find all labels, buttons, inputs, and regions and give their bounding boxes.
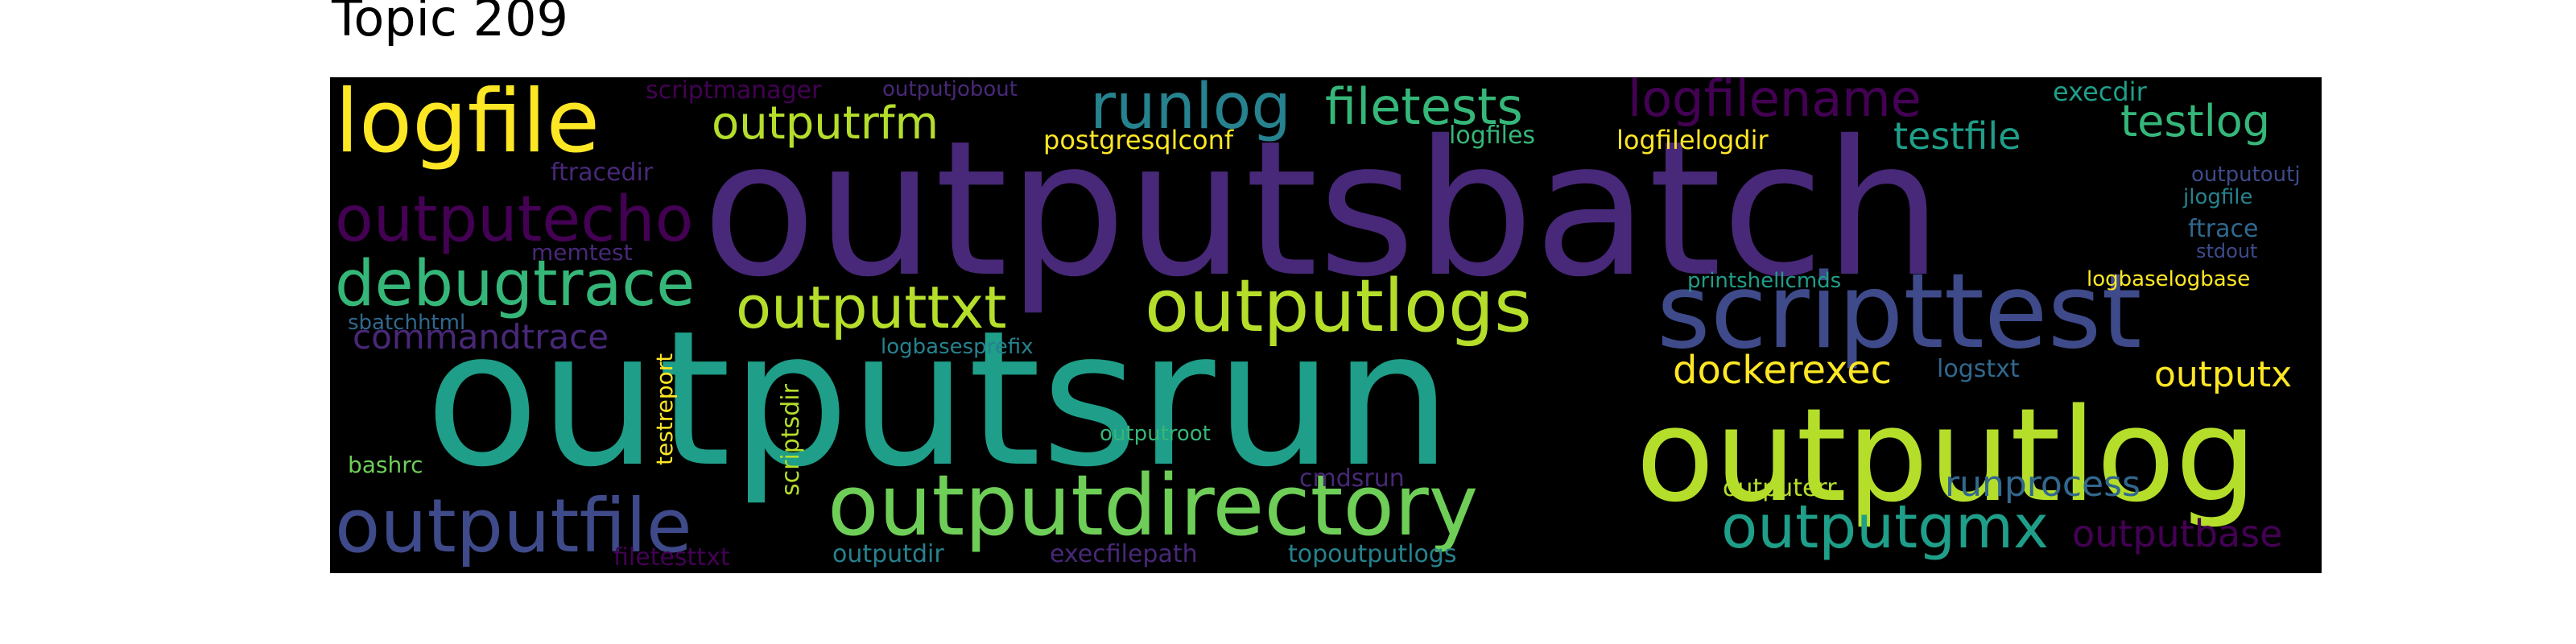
word-dockerexec: dockerexec	[1673, 348, 1893, 393]
word-sbatchhtml: sbatchhtml	[348, 311, 466, 335]
word-outputbase: outputbase	[2072, 512, 2283, 555]
word-logstxt: logstxt	[1937, 355, 2020, 383]
word-outputjobout: outputjobout	[882, 77, 1018, 101]
word-execdir: execdir	[2053, 77, 2147, 107]
word-topoutputlogs: topoutputlogs	[1288, 540, 1457, 568]
word-logfilelogdir: logfilelogdir	[1616, 125, 1769, 155]
word-logbaselogbase: logbaselogbase	[2087, 267, 2251, 291]
word-cloud: outputsbatch outputsrun outputlog script…	[330, 77, 2322, 573]
word-commandtrace: commandtrace	[353, 317, 609, 357]
word-scripttest: scripttest	[1657, 252, 2142, 372]
page-title: Topic 209	[332, 0, 568, 47]
word-outputx: outputx	[2154, 354, 2293, 395]
word-scriptmanager: scriptmanager	[646, 77, 822, 105]
word-outputlog: outputlog	[1636, 380, 2257, 530]
word-outputlogs: outputlogs	[1145, 264, 1532, 349]
word-outputgmx: outputgmx	[1721, 493, 2049, 562]
word-stdout: stdout	[2196, 240, 2258, 262]
word-outputfile: outputfile	[335, 483, 692, 569]
word-outputoutj: outputoutj	[2191, 163, 2301, 187]
word-cmdsrun: cmdsrun	[1299, 464, 1405, 493]
word-printshellcmds: printshellcmds	[1687, 269, 1842, 293]
word-outputsrun: outputsrun	[425, 291, 1452, 508]
word-scriptsdir: scriptsdir	[777, 384, 805, 496]
word-outputsbatch: outputsbatch	[702, 101, 1943, 318]
word-logbasesprefix: logbasesprefix	[881, 335, 1034, 359]
word-outputdirectory: outputdirectory	[828, 456, 1479, 555]
word-outputtxt: outputtxt	[736, 274, 1007, 341]
word-postgresqlconf: postgresqlconf	[1043, 125, 1234, 155]
word-ftracedir: ftracedir	[551, 159, 654, 187]
word-outputrfm: outputrfm	[712, 97, 939, 150]
word-execfilepath: execfilepath	[1050, 540, 1198, 568]
word-jlogfile: jlogfile	[2183, 185, 2253, 209]
word-ftrace: ftrace	[2188, 215, 2259, 243]
word-testreport: testreport	[651, 353, 678, 465]
word-filetesttxt: filetesttxt	[613, 543, 730, 572]
word-runlog: runlog	[1090, 77, 1291, 143]
word-filetests: filetests	[1325, 77, 1523, 136]
word-testfile: testfile	[1893, 114, 2021, 158]
word-testlog: testlog	[2120, 96, 2271, 147]
word-runprocess: runprocess	[1945, 464, 2140, 505]
word-memtest: memtest	[531, 239, 633, 266]
word-logfiles: logfiles	[1449, 122, 1536, 150]
word-outputecho: outputecho	[335, 184, 694, 256]
word-bashrc: bashrc	[348, 452, 423, 478]
word-outputroot: outputroot	[1100, 422, 1211, 446]
word-outputdir: outputdir	[832, 540, 944, 568]
word-debugtrace: debugtrace	[335, 248, 696, 320]
word-outputerr: outputerr	[1723, 474, 1837, 502]
word-logfilename: logfilename	[1628, 77, 1922, 128]
word-logfile: logfile	[335, 77, 601, 172]
